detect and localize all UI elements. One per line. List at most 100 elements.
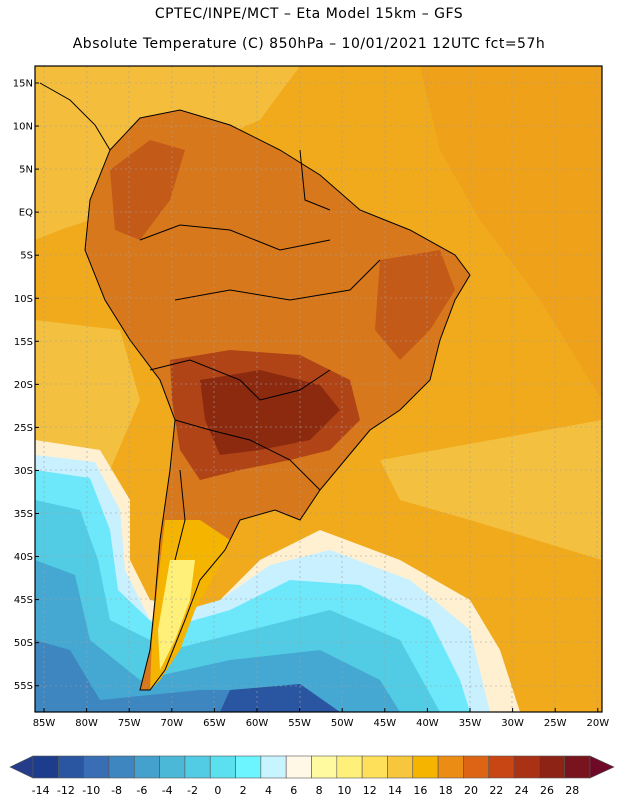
lat-tick-label: 40S: [14, 552, 33, 563]
south-atlantic-mild-zone: [380, 420, 602, 560]
lat-tick-label: 15N: [13, 79, 33, 90]
colorbar-segment: [437, 755, 464, 779]
lat-tick-label: 15S: [14, 337, 33, 348]
lon-tick-label: 25W: [544, 718, 567, 729]
colorbar-segment: [463, 755, 490, 779]
northwest-hot-zone: [110, 140, 185, 240]
lat-tick-label: 5N: [19, 165, 33, 176]
border-line-1: [149, 359, 331, 401]
colorbar-label: -2: [187, 784, 198, 797]
colorbar-label: 10: [337, 784, 351, 797]
colorbar-label: -12: [57, 784, 75, 797]
colorbar-segment: [361, 755, 388, 779]
colorbar-segment: [387, 755, 414, 779]
lat-tick-label: 50S: [14, 638, 33, 649]
interior-hottest-zone: [200, 370, 340, 455]
colorbar-label: -4: [162, 784, 173, 797]
border-line-5: [299, 149, 331, 211]
lon-tick-label: 40W: [416, 718, 439, 729]
lat-tick-label: 30S: [14, 466, 33, 477]
colorbar-segment: [235, 755, 262, 779]
patagonia-cool: [158, 560, 195, 670]
lat-tick-label: 35S: [14, 509, 33, 520]
lat-tick-label: 5S: [20, 251, 33, 262]
lat-tick-label: 45S: [14, 595, 33, 606]
colorbar-label: -8: [111, 784, 122, 797]
colorbar-segment: [184, 755, 211, 779]
latitude-axis: 15N 10N 5N EQ 5S 10S 15S 20S 25S 30S 35S 40S 45S 50S 5…: [13, 79, 39, 692]
lon-tick-label: 60W: [246, 718, 269, 729]
colorbar-min-arrow: [9, 755, 34, 779]
pacific-mild-zone: [35, 320, 140, 470]
colorbar-segment: [209, 755, 236, 779]
colorbar-label: 24: [515, 784, 529, 797]
longitude-axis: 85W 80W 75W 70W 65W 60W 55W 50W 45W 40W 35W 30W 25W 2…: [33, 708, 609, 729]
coastlines-and-borders: [39, 82, 471, 691]
colorbar-label: 2: [240, 784, 247, 797]
colorbar-segment: [32, 755, 59, 779]
colorbar-segment: [336, 755, 363, 779]
colorbar-label: 16: [413, 784, 427, 797]
colorbar-label: 18: [439, 784, 453, 797]
cold-band-3: [35, 500, 440, 712]
map-title: CPTEC/INPE/MCT – Eta Model 15km – GFS: [154, 6, 464, 22]
lon-tick-label: 75W: [118, 718, 141, 729]
colorbar-label: -6: [136, 784, 147, 797]
lat-tick-label: EQ: [19, 208, 33, 219]
border-line-4: [174, 419, 321, 491]
colorbar-max-arrow: [589, 755, 615, 779]
temperature-field: [35, 66, 602, 712]
colorbar-segment: [513, 755, 540, 779]
lat-tick-label: 25S: [14, 423, 33, 434]
colorbar-label: 28: [565, 784, 579, 797]
colorbar-label: -10: [82, 784, 100, 797]
colorbar-segment: [539, 755, 565, 779]
colorbar-segment: [311, 755, 338, 779]
colorbar-label: 6: [290, 784, 297, 797]
colorbar-label: -14: [32, 784, 50, 797]
colorbar-segment: [133, 755, 160, 779]
colorbar-label: 0: [214, 784, 221, 797]
colorbar-label: 14: [388, 784, 402, 797]
colorbar-segment: [285, 755, 312, 779]
colorbar: -14 -12 -10 -8 -6 -4 -2 0 2 4 6 8 10 12 14 16 18 20 22 24 26…: [9, 755, 615, 797]
lon-tick-label: 50W: [331, 718, 354, 729]
colorbar-segment: [108, 755, 135, 779]
colorbar-label: 26: [540, 784, 554, 797]
colorbar-label: 8: [316, 784, 323, 797]
cold-core: [220, 684, 340, 712]
colorbar-segment: [260, 755, 287, 779]
colorbar-label: 12: [363, 784, 377, 797]
lon-tick-label: 65W: [203, 718, 226, 729]
colorbar-segment: [488, 755, 515, 779]
lon-tick-label: 80W: [75, 718, 98, 729]
lat-tick-label: 55S: [14, 681, 33, 692]
colorbar-label: 22: [489, 784, 503, 797]
colorbar-segment: [564, 755, 591, 779]
lat-tick-label: 10N: [13, 122, 33, 133]
map-frame: [34, 65, 603, 713]
lon-tick-label: 45W: [373, 718, 396, 729]
colorbar-label: 4: [265, 784, 272, 797]
atlantic-warm-zone: [420, 66, 602, 400]
lon-tick-label: 70W: [160, 718, 183, 729]
colorbar-segment: [58, 755, 84, 779]
colorbar-segment: [159, 755, 186, 779]
lon-tick-label: 35W: [459, 718, 482, 729]
lat-tick-label: 10S: [14, 294, 33, 305]
lat-tick-label: 20S: [14, 380, 33, 391]
lon-tick-label: 55W: [288, 718, 311, 729]
border-line-6: [174, 469, 186, 561]
border-line-3: [139, 224, 331, 251]
central-america-coast: [39, 82, 111, 151]
border-line-2: [174, 259, 381, 301]
map-subtitle: Absolute Temperature (C) 850hPa – 10/01/…: [72, 36, 546, 52]
northeast-hot-zone: [375, 250, 455, 360]
lon-tick-label: 20W: [586, 718, 609, 729]
lon-tick-label: 85W: [33, 718, 56, 729]
colorbar-segment: [412, 755, 439, 779]
colorbar-label: 20: [464, 784, 478, 797]
colorbar-segment: [83, 755, 110, 779]
lon-tick-label: 30W: [501, 718, 524, 729]
